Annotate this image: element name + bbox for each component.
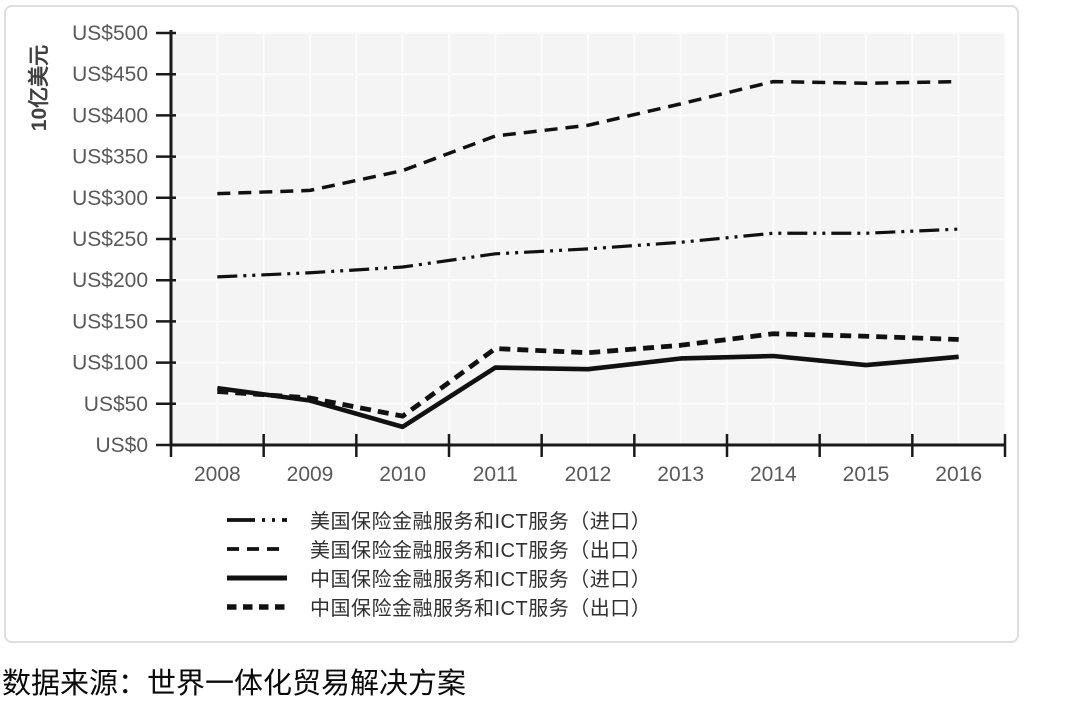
y-tick-label: US$350	[72, 146, 148, 169]
x-tick-label: 2010	[379, 463, 426, 486]
legend-item: 美国保险金融服务和ICT服务（进口）	[226, 505, 651, 534]
series-line-2	[217, 353, 959, 430]
y-tick-label: US$500	[72, 22, 148, 45]
x-tick-label: 2016	[935, 463, 982, 486]
x-tick-label: 2015	[843, 463, 890, 486]
y-tick-label: US$200	[72, 269, 148, 292]
trade-services-line-chart: US$0 US$50 US$100 US$150 US$200 US$250 US$300 U…	[27, 22, 1007, 486]
legend-label: 中国保险金融服务和ICT服务（进口）	[310, 569, 652, 591]
x-tick-label: 2014	[750, 463, 797, 486]
x-tick-label: 2009	[287, 463, 334, 486]
x-tick-label: 2011	[473, 463, 518, 486]
y-axis-title: 10亿美元	[27, 45, 51, 131]
legend-line-sample-0	[227, 517, 287, 522]
series-line-0	[217, 227, 959, 279]
x-tick-label: 2012	[565, 463, 612, 486]
y-tick-label: US$250	[72, 228, 148, 251]
series-line-1	[217, 79, 959, 196]
y-tick-label: US$0	[95, 434, 148, 457]
y-tick-label: US$450	[72, 63, 148, 86]
legend-item: 美国保险金融服务和ICT服务（出口）	[226, 534, 651, 563]
legend-label: 美国保险金融服务和ICT服务（出口）	[310, 540, 652, 562]
legend-line-sample-2	[227, 575, 287, 580]
x-tick-label: 2008	[194, 463, 241, 486]
y-tick-label: US$100	[72, 352, 148, 375]
legend-line-sample-1	[227, 546, 287, 551]
chart-card-frame	[4, 5, 1019, 643]
y-tick-label: US$50	[84, 393, 148, 416]
legend-label: 中国保险金融服务和ICT服务（出口）	[310, 598, 652, 620]
x-tick-label: 2013	[657, 463, 704, 486]
plot-area: US$0 US$50 US$100 US$150 US$200 US$250 US$300 U…	[72, 22, 1007, 486]
legend-label: 美国保险金融服务和ICT服务（进口）	[310, 511, 652, 533]
y-tick-label: US$150	[72, 310, 148, 333]
y-tick-label: US$300	[72, 187, 148, 210]
y-tick-label: US$400	[72, 104, 148, 127]
data-source-note: 数据来源：世界一体化贸易解决方案	[2, 668, 467, 700]
chart-legend: 美国保险金融服务和ICT服务（进口） 美国保险金融服务和ICT服务（出口） 中国保险…	[226, 505, 651, 621]
legend-line-sample-3	[227, 603, 287, 610]
legend-item: 中国保险金融服务和ICT服务（出口）	[226, 592, 651, 621]
legend-item: 中国保险金融服务和ICT服务（进口）	[226, 563, 651, 592]
